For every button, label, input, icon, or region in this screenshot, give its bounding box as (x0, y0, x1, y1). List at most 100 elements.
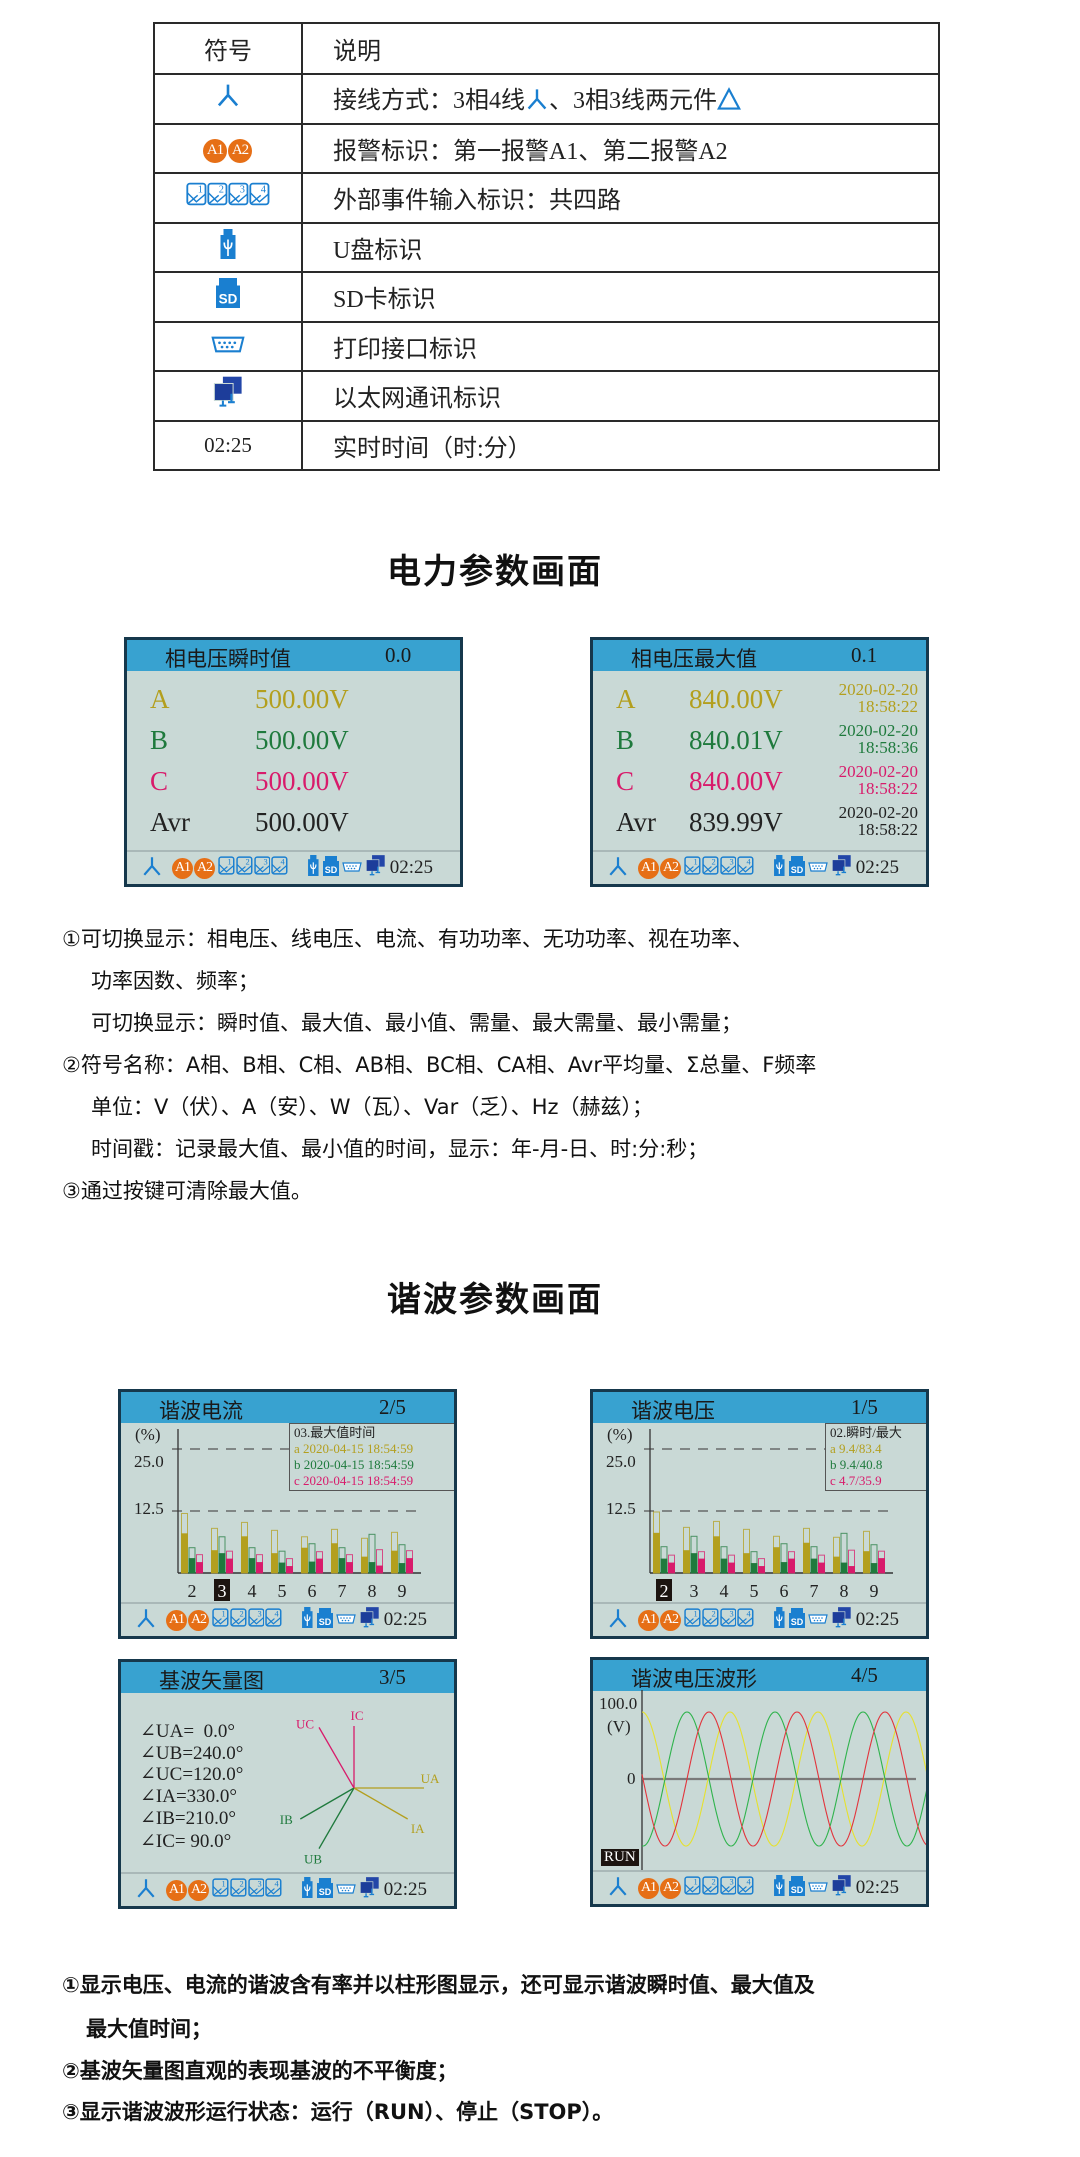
alarm-1-badge: A1 (172, 857, 193, 879)
legend-phase-tag: a (294, 1441, 300, 1456)
event-input-3-icon: 3 (253, 855, 271, 881)
timestamp: 2020-02-20 18:58:22 (839, 681, 918, 715)
event-input-3-icon: 3 (719, 855, 737, 881)
y-axis-unit-label: (V) (607, 1717, 631, 1736)
description-cell: 以太网通讯标识 (301, 370, 940, 422)
bar-instant-c (728, 1562, 735, 1573)
angle-readout: ∠IC= 90.0° (140, 1831, 232, 1852)
bar-instant-c (818, 1562, 825, 1573)
event-number: 1 (221, 1609, 225, 1618)
alarm-2-badge: A2 (188, 1879, 209, 1901)
usb-icon (219, 228, 237, 266)
timestamp-date: 2020-02-20 (838, 721, 918, 740)
event-number: 3 (257, 1879, 261, 1888)
note-line: 可切换显示：瞬时值、最大值、最小值、需量、最大需量、最小需量； (91, 1011, 742, 1035)
sd-label: SD (325, 865, 338, 875)
description-cell: 报警标识：第一报警A1、第二报警A2 (301, 122, 940, 174)
phase-label: C (150, 766, 169, 796)
legend-phase-tag: c (830, 1473, 836, 1488)
harmonic-order-label: 7 (810, 1581, 819, 1601)
event-number: 2 (711, 857, 715, 866)
vector-label: UC (296, 1716, 314, 1731)
power-screen-max: 相电压最大值 0.1 A 840.00V 2020-02-20 18:58:22 B 84… (590, 637, 929, 887)
event-input-1-icon: 1 (218, 855, 235, 881)
bar-instant-a (713, 1536, 720, 1573)
sd-card-icon: SD (788, 1607, 805, 1633)
bar-instant-c (406, 1558, 413, 1573)
bar-instant-b (870, 1563, 878, 1573)
vector-UC (318, 1727, 355, 1789)
event-number: 2 (711, 1877, 715, 1886)
timestamp: 2020-02-20 18:58:22 (839, 763, 918, 797)
note-line: 功率因数、频率； (91, 969, 259, 993)
angle-readout: ∠UB=240.0° (140, 1743, 244, 1764)
bar-instant-a (773, 1547, 780, 1573)
usb-icon (307, 855, 320, 881)
alarm-2-badge: A2 (660, 857, 681, 879)
angle-readout: ∠IB=210.0° (140, 1808, 236, 1829)
table-row: 02:25 实时时间（时:分） (153, 419, 940, 471)
event-input-4-icon: 4 (265, 1877, 282, 1903)
table-row: 打印接口标识 (153, 320, 940, 372)
legend-phase-tag: b (294, 1457, 301, 1472)
screen-header: 基波矢量图 3/5 (121, 1662, 454, 1693)
bar-instant-b (278, 1562, 286, 1573)
bar-instant-a (683, 1550, 690, 1573)
legend-value: 9.4/40.8 (839, 1457, 883, 1472)
sd-card-icon: SD (316, 1877, 333, 1903)
symbol-cell (153, 370, 303, 422)
waveform-phase-3 (641, 1711, 926, 1847)
vector-UB (318, 1787, 355, 1849)
event-number: 1 (221, 1879, 225, 1888)
bar-instant-b (690, 1553, 698, 1573)
event-number: 3 (729, 857, 733, 866)
clock-time: 02:25 (383, 1609, 428, 1630)
phase-value: 840.01V (689, 725, 783, 755)
phase-value: 500.00V (255, 725, 349, 755)
printer-port-icon (336, 1881, 356, 1899)
event-input-1-icon: 1 (212, 1877, 229, 1903)
bar-instant-c (346, 1562, 353, 1573)
bar-instant-b (840, 1562, 848, 1573)
sd-label: SD (319, 1617, 332, 1627)
vector-label: IB (280, 1812, 293, 1827)
legend-value: 9.4/83.4 (839, 1441, 882, 1456)
harmonic-order-label: 6 (780, 1581, 789, 1601)
note-line: 最大值时间； (86, 2017, 212, 2041)
ethernet-icon (358, 1606, 381, 1634)
note-line: ②基波矢量图直观的表现基波的不平衡度； (62, 2059, 458, 2083)
sd-label: SD (791, 1885, 804, 1895)
phase-value: 840.00V (689, 766, 783, 796)
event-number: 3 (263, 857, 267, 866)
alarm-1-badge: A1 (638, 857, 659, 879)
event-number: 3 (257, 1609, 261, 1618)
event-number: 3 (729, 1609, 733, 1618)
screen-title: 相电压最大值 (631, 647, 757, 671)
table-row: 1 2 3 4 外部事件输入标识：共四路 (153, 172, 940, 224)
bar-instant-c (316, 1558, 323, 1573)
ethernet-icon (830, 854, 853, 882)
printer-port-icon (808, 859, 828, 877)
angle-readout: ∠IA=330.0° (140, 1786, 238, 1807)
table-row: 以太网通讯标识 (153, 370, 940, 422)
screen-page: 0.1 (851, 643, 878, 667)
note-line: ①可切换显示：相电压、线电压、电流、有功功率、无功功率、视在功率、 (62, 927, 753, 951)
waveform-screen: 谐波电压波形 4/5 100.0 (V) 0 RUN A1 A2 1 2 3 4 SD 02:… (590, 1657, 929, 1907)
wye-icon (607, 1607, 629, 1634)
note-line: ③显示谐波波形运行状态：运行（RUN）、停止（STOP）。 (62, 2100, 614, 2124)
alarm-2-badge: A2 (228, 138, 252, 163)
legend-line: c 2020-04-15 18:54:59 (294, 1473, 451, 1489)
clock-time: 02:25 (855, 857, 900, 878)
event-input-4-icon: 4 (737, 855, 754, 881)
sd-card-icon: SD (788, 1875, 805, 1901)
harmonic-order-label: 5 (278, 1581, 287, 1601)
sd-card-icon: SD (216, 278, 240, 315)
clock-time: 02:25 (383, 1879, 428, 1900)
legend-title: 03.最大值时间 (294, 1425, 376, 1440)
harmonic-order-label: 8 (368, 1581, 377, 1601)
ethernet-icon (830, 1606, 853, 1634)
bar-instant-a (653, 1532, 660, 1573)
usb-icon (773, 855, 786, 881)
legend-phase-tag: b (830, 1457, 837, 1472)
bar-instant-c (226, 1558, 233, 1573)
